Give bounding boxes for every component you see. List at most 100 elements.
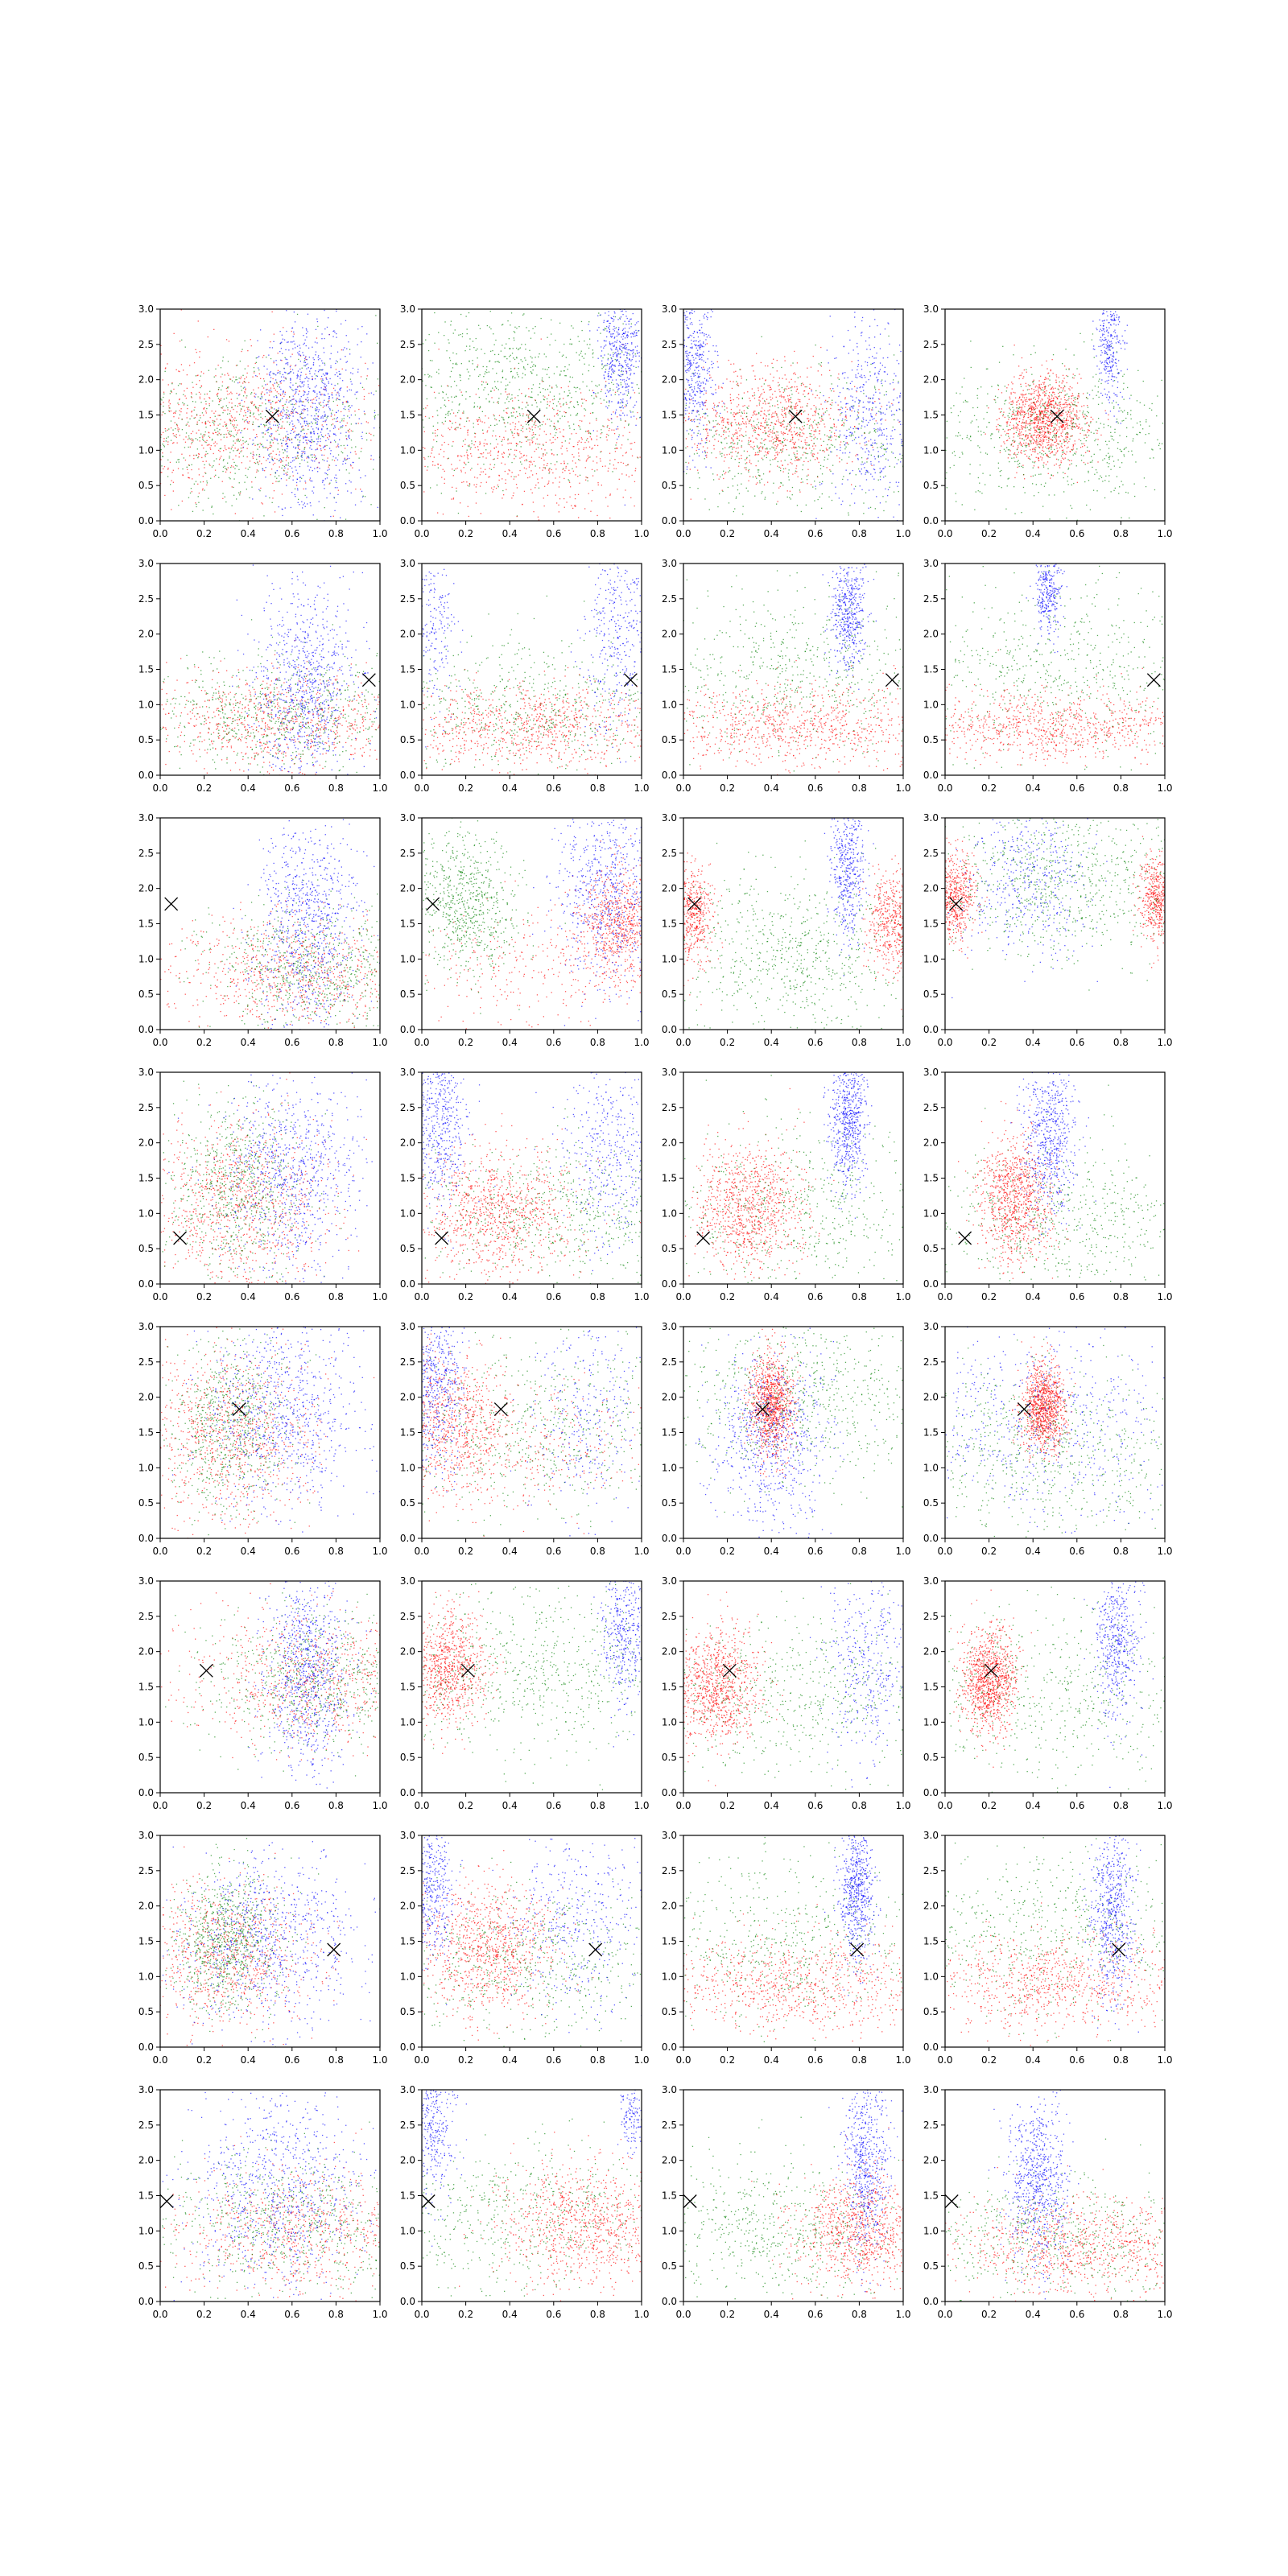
x-tick-label: 1.0 bbox=[1157, 1037, 1172, 1048]
x-tick-label: 0.0 bbox=[675, 1546, 691, 1557]
y-tick-label: 2.5 bbox=[923, 1102, 939, 1113]
y-tick-label: 2.0 bbox=[662, 2155, 677, 2166]
y-tick-label: 0.5 bbox=[138, 734, 154, 745]
x-tick-label: 0.0 bbox=[414, 2054, 429, 2066]
point-cluster-red bbox=[425, 881, 642, 1030]
y-tick-label: 1.0 bbox=[923, 1462, 939, 1473]
y-tick-label: 1.0 bbox=[400, 2225, 415, 2236]
y-tick-label: 1.0 bbox=[138, 1971, 154, 1982]
point-cluster-red bbox=[958, 1101, 1069, 1279]
y-tick-label: 1.5 bbox=[400, 2190, 415, 2202]
x-tick-label: 0.4 bbox=[241, 2054, 256, 2066]
y-tick-label: 0.0 bbox=[662, 2041, 677, 2053]
y-tick-label: 0.0 bbox=[923, 515, 939, 526]
x-tick-label: 0.0 bbox=[937, 1546, 952, 1557]
x-tick-label: 1.0 bbox=[634, 782, 649, 794]
point-cluster-green bbox=[946, 566, 1165, 770]
point-cluster-blue bbox=[535, 1072, 642, 1272]
x-tick-label: 0.2 bbox=[981, 1037, 997, 1048]
x-tick-label: 1.0 bbox=[895, 1037, 910, 1048]
y-tick-label: 2.0 bbox=[662, 1646, 677, 1657]
x-tick-label: 0.0 bbox=[675, 1037, 691, 1048]
y-tick-label: 2.0 bbox=[400, 1646, 415, 1657]
axes-frame bbox=[422, 818, 642, 1030]
x-tick-label: 1.0 bbox=[634, 528, 649, 539]
x-tick-label: 0.0 bbox=[152, 2054, 167, 2066]
point-cluster-blue bbox=[1026, 564, 1068, 653]
x-tick-label: 0.6 bbox=[546, 1546, 561, 1557]
subplot-r1-c3: 0.0 0.2 0.4 0.6 0.8 1.00.00.51.01.52.02.53.0 bbox=[662, 303, 911, 539]
point-cluster-blue bbox=[989, 2090, 1086, 2300]
point-cluster-blue bbox=[571, 564, 642, 763]
y-tick-label: 0.0 bbox=[923, 1533, 939, 1544]
y-tick-label: 2.5 bbox=[923, 848, 939, 859]
x-marker bbox=[789, 410, 802, 423]
y-tick-label: 1.0 bbox=[400, 444, 415, 456]
point-cluster-red bbox=[945, 838, 988, 959]
x-tick-label: 0.0 bbox=[152, 1291, 167, 1302]
y-tick-label: 3.0 bbox=[923, 558, 939, 569]
y-tick-label: 3.0 bbox=[138, 2084, 154, 2095]
point-cluster-red bbox=[423, 667, 642, 776]
x-tick-label: 0.0 bbox=[675, 1291, 691, 1302]
subplot-r3-c4: 0.0 0.2 0.4 0.6 0.8 1.00.00.51.01.52.02.53.0 bbox=[923, 812, 1173, 1048]
subplot-r4-c2: 0.0 0.2 0.4 0.6 0.8 1.00.00.51.01.52.02.53.0 bbox=[400, 1067, 650, 1302]
x-tick-label: 0.6 bbox=[807, 1800, 823, 1811]
y-tick-label: 3.0 bbox=[923, 2084, 939, 2095]
y-tick-label: 2.0 bbox=[662, 1901, 677, 1912]
x-tick-label: 1.0 bbox=[1157, 782, 1172, 794]
y-tick-label: 3.0 bbox=[400, 812, 415, 824]
y-tick-label: 0.0 bbox=[400, 1787, 415, 1798]
point-cluster-blue bbox=[172, 1327, 380, 1533]
subplot-r5-c2: 0.0 0.2 0.4 0.6 0.8 1.00.00.51.01.52.02.53.0 bbox=[400, 1321, 650, 1557]
y-tick-label: 2.5 bbox=[400, 1356, 415, 1368]
point-cluster-green bbox=[684, 1583, 903, 1790]
x-tick-label: 1.0 bbox=[1157, 2309, 1172, 2320]
axes-frame bbox=[160, 2090, 380, 2301]
x-tick-label: 0.6 bbox=[546, 1800, 561, 1811]
y-tick-label: 2.0 bbox=[138, 2155, 154, 2166]
x-tick-label: 0.4 bbox=[764, 528, 779, 539]
y-tick-label: 0.5 bbox=[923, 480, 939, 491]
x-marker bbox=[494, 1403, 507, 1416]
x-tick-label: 0.4 bbox=[1026, 528, 1041, 539]
y-tick-label: 0.5 bbox=[400, 989, 415, 1000]
y-tick-label: 0.5 bbox=[923, 1243, 939, 1254]
x-tick-label: 0.8 bbox=[590, 528, 605, 539]
y-tick-label: 2.5 bbox=[662, 1865, 677, 1876]
point-cluster-blue bbox=[1084, 1582, 1154, 1788]
y-tick-label: 3.0 bbox=[923, 812, 939, 824]
x-tick-label: 0.2 bbox=[720, 528, 735, 539]
x-tick-label: 0.0 bbox=[675, 528, 691, 539]
point-cluster-blue bbox=[824, 1071, 873, 1219]
x-tick-label: 0.8 bbox=[328, 1037, 344, 1048]
x-tick-label: 0.0 bbox=[414, 2309, 429, 2320]
x-tick-label: 0.0 bbox=[152, 1546, 167, 1557]
y-tick-label: 2.5 bbox=[400, 593, 415, 605]
x-tick-label: 1.0 bbox=[1157, 2054, 1172, 2066]
y-tick-label: 3.0 bbox=[662, 1067, 677, 1078]
x-tick-label: 0.2 bbox=[981, 2309, 997, 2320]
y-tick-label: 1.0 bbox=[662, 1208, 677, 1219]
point-cluster-red bbox=[738, 1329, 804, 1478]
x-tick-label: 0.4 bbox=[502, 1546, 518, 1557]
y-tick-label: 2.5 bbox=[138, 593, 154, 605]
subplot-r5-c1: 0.0 0.2 0.4 0.6 0.8 1.00.00.51.01.52.02.53.0 bbox=[138, 1321, 388, 1557]
y-tick-label: 0.5 bbox=[662, 480, 677, 491]
x-tick-label: 0.4 bbox=[502, 1037, 518, 1048]
y-tick-label: 2.5 bbox=[923, 1611, 939, 1622]
point-cluster-blue bbox=[696, 1328, 876, 1538]
point-cluster-green bbox=[163, 1328, 320, 1535]
y-tick-label: 1.5 bbox=[138, 664, 154, 675]
x-tick-label: 0.4 bbox=[1026, 2309, 1041, 2320]
x-tick-label: 0.6 bbox=[807, 528, 823, 539]
point-cluster-blue bbox=[683, 309, 724, 472]
y-tick-label: 0.5 bbox=[662, 989, 677, 1000]
y-tick-label: 0.5 bbox=[662, 1243, 677, 1254]
y-tick-label: 1.0 bbox=[400, 1462, 415, 1473]
x-tick-label: 0.2 bbox=[458, 2309, 473, 2320]
point-cluster-blue bbox=[510, 1327, 641, 1536]
y-tick-label: 2.5 bbox=[400, 1611, 415, 1622]
x-tick-label: 0.4 bbox=[764, 2054, 779, 2066]
y-tick-label: 1.0 bbox=[138, 444, 154, 456]
